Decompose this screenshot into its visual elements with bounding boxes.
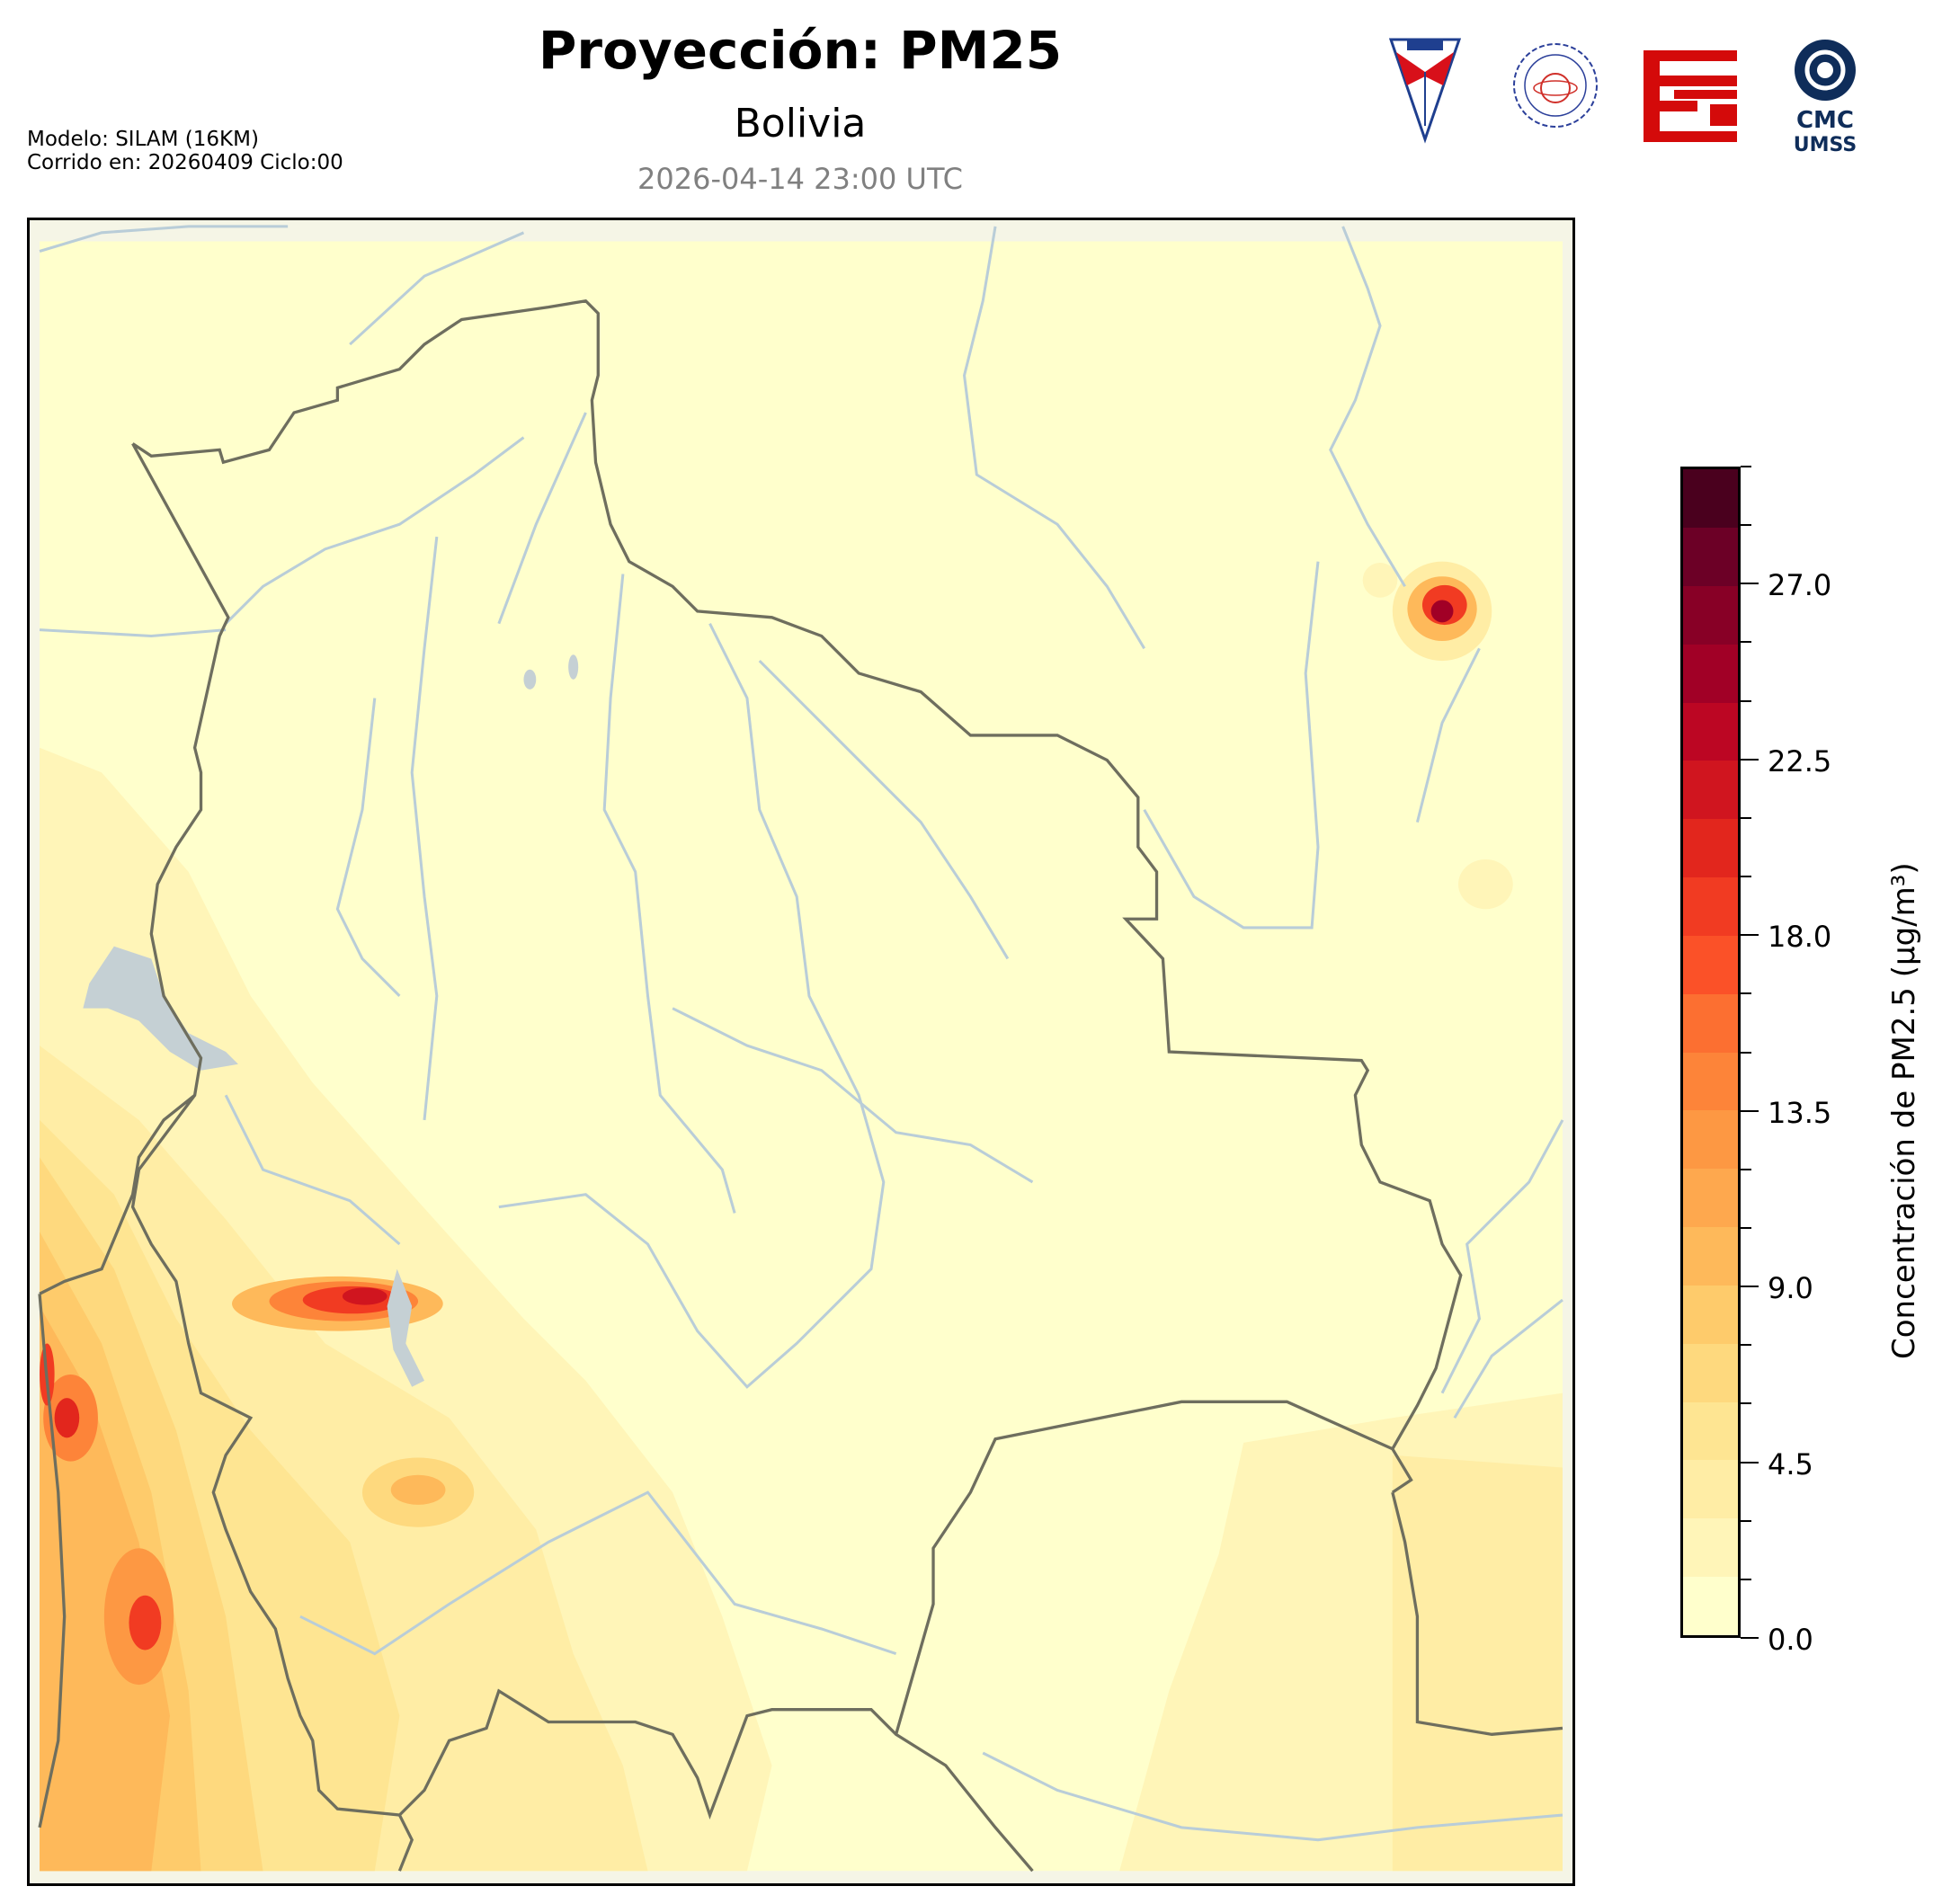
colorbar-segment: [1683, 1285, 1738, 1344]
colorbar-tick-label: 27.0: [1768, 568, 1832, 603]
colorbar-segment: [1683, 1169, 1738, 1228]
colorbar-segment: [1683, 819, 1738, 878]
pm25-map: [27, 218, 1575, 1886]
colorbar-segment: [1683, 1052, 1738, 1111]
contour-level-6: [390, 1474, 446, 1505]
umss-logo: [1389, 38, 1461, 144]
cmc-umss-logo: CMC UMSS: [1794, 40, 1857, 156]
colorbar-tick-label: 0.0: [1768, 1623, 1813, 1657]
colorbar-segment: [1683, 1401, 1738, 1461]
colorbar-segment: [1683, 1518, 1738, 1578]
map-title: Proyección: PM25: [538, 20, 1063, 81]
river: [498, 623, 886, 1389]
lakes: [83, 654, 579, 1387]
colorbar-segment: [1683, 1110, 1738, 1170]
contour-level-1: [1362, 563, 1398, 598]
river: [1329, 226, 1406, 588]
colorbar-segment: [1683, 585, 1738, 645]
colorbar-segment: [1683, 1460, 1738, 1519]
bolivia-border: [38, 298, 1563, 1873]
model-line: Modelo: SILAM (16KM): [27, 128, 259, 151]
river: [672, 1007, 1034, 1184]
river: [299, 1490, 897, 1656]
river: [1440, 1119, 1564, 1394]
contour-level-2: [1392, 1455, 1563, 1872]
colorbar-segment: [1683, 877, 1738, 936]
river: [982, 1751, 1563, 1842]
colorbar-tick-label: 9.0: [1768, 1271, 1813, 1306]
colorbar-segment: [1683, 644, 1738, 703]
contour-level-14: [342, 1287, 388, 1305]
map-subtitle: Bolivia: [734, 101, 867, 147]
colorbar-segment: [1683, 935, 1738, 994]
river: [962, 226, 1146, 650]
river: [410, 536, 439, 1121]
river: [225, 436, 525, 625]
colorbar-segment: [1683, 1577, 1738, 1635]
physics-department-logo: [1513, 43, 1598, 128]
forecast-datetime: 2026-04-14 23:00 UTC: [637, 162, 963, 196]
lake-poopo: [387, 1268, 425, 1387]
colorbar: [1680, 467, 1741, 1638]
river: [349, 231, 525, 346]
river: [497, 412, 587, 625]
river: [602, 574, 736, 1214]
river: [224, 1094, 401, 1246]
river: [335, 698, 401, 997]
river: [39, 225, 289, 253]
rivers: [39, 225, 1564, 1842]
contour-level-16: [1430, 600, 1454, 623]
river: [758, 660, 1010, 960]
colorbar-tick-label: 18.0: [1768, 920, 1832, 955]
river: [39, 628, 227, 638]
contour-level-12: [129, 1595, 162, 1650]
colorbar-tick-label: 4.5: [1768, 1446, 1813, 1481]
country-borders: [38, 298, 1563, 1873]
river: [1415, 647, 1481, 823]
colorbar-segment: [1683, 1343, 1738, 1402]
svg-text:CMC: CMC: [1796, 107, 1854, 134]
contour-map: [30, 220, 1572, 1883]
colorbar-segment: [1683, 702, 1738, 761]
lake-titicaca: [83, 946, 238, 1071]
colorbar-tick-label: 22.5: [1768, 743, 1832, 779]
contour-level-1: [1457, 859, 1513, 910]
model-info: Modelo: SILAM (16KM) Corrido en: 2026040…: [27, 128, 343, 174]
colorbar-tick-label: 13.5: [1768, 1095, 1832, 1130]
svg-text:UMSS: UMSS: [1794, 134, 1857, 156]
river: [1143, 561, 1320, 930]
colorbar-segment: [1683, 761, 1738, 820]
colorbar-segment: [1683, 469, 1738, 528]
colorbar-segment: [1683, 527, 1738, 586]
contour-level-13: [54, 1398, 80, 1438]
run-line: Corrido en: 20260409 Ciclo:00: [27, 151, 343, 174]
colorbar-segment: [1683, 1227, 1738, 1286]
faculty-emblem-logo: [1644, 50, 1737, 142]
river: [1453, 1298, 1563, 1419]
colorbar-label: Concentración de PM2.5 (µg/m³): [1886, 862, 1922, 1359]
colorbar-segment: [1683, 993, 1738, 1053]
